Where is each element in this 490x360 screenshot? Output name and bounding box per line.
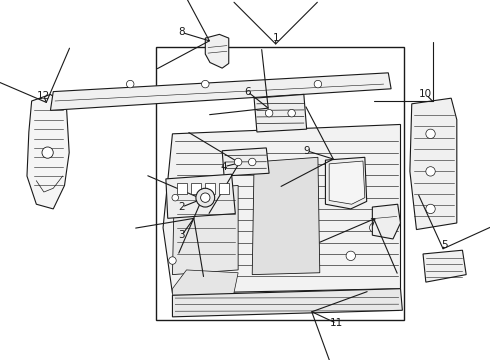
Polygon shape [410, 98, 457, 230]
Polygon shape [205, 34, 229, 68]
Circle shape [351, 167, 360, 176]
Text: 11: 11 [330, 318, 343, 328]
Text: 8: 8 [178, 27, 185, 37]
Text: 6: 6 [244, 87, 251, 96]
Polygon shape [222, 148, 269, 176]
Polygon shape [172, 270, 238, 295]
Circle shape [288, 109, 295, 117]
Bar [177, 183, 187, 194]
Text: 9: 9 [303, 146, 310, 156]
Circle shape [426, 129, 435, 139]
Polygon shape [329, 161, 365, 204]
Text: 10: 10 [419, 89, 432, 99]
Text: 7: 7 [369, 218, 376, 228]
Polygon shape [166, 174, 235, 218]
Circle shape [196, 188, 215, 207]
Text: 1: 1 [272, 33, 279, 43]
Bar [220, 183, 229, 194]
Circle shape [201, 80, 209, 88]
Circle shape [42, 147, 53, 158]
Text: 2: 2 [178, 202, 185, 212]
Bar [191, 183, 200, 194]
Circle shape [266, 109, 273, 117]
Polygon shape [27, 94, 69, 209]
Circle shape [314, 80, 321, 88]
Circle shape [346, 251, 355, 261]
Text: 3: 3 [178, 230, 185, 240]
Bar [156, 48, 404, 320]
Polygon shape [172, 289, 402, 317]
Text: 4: 4 [221, 162, 227, 172]
Circle shape [200, 193, 210, 202]
Polygon shape [163, 125, 400, 293]
Polygon shape [172, 185, 238, 275]
Polygon shape [252, 157, 320, 275]
Polygon shape [423, 250, 466, 282]
Polygon shape [254, 94, 307, 132]
Circle shape [169, 257, 176, 264]
Text: 12: 12 [37, 91, 50, 101]
Circle shape [369, 223, 379, 233]
Circle shape [248, 158, 256, 166]
Polygon shape [325, 157, 367, 209]
Circle shape [426, 167, 435, 176]
Circle shape [234, 158, 242, 166]
Circle shape [426, 204, 435, 213]
Circle shape [172, 194, 178, 201]
Circle shape [126, 80, 134, 88]
Polygon shape [50, 73, 391, 111]
Polygon shape [372, 204, 400, 239]
Text: 5: 5 [441, 240, 448, 249]
Bar [205, 183, 215, 194]
